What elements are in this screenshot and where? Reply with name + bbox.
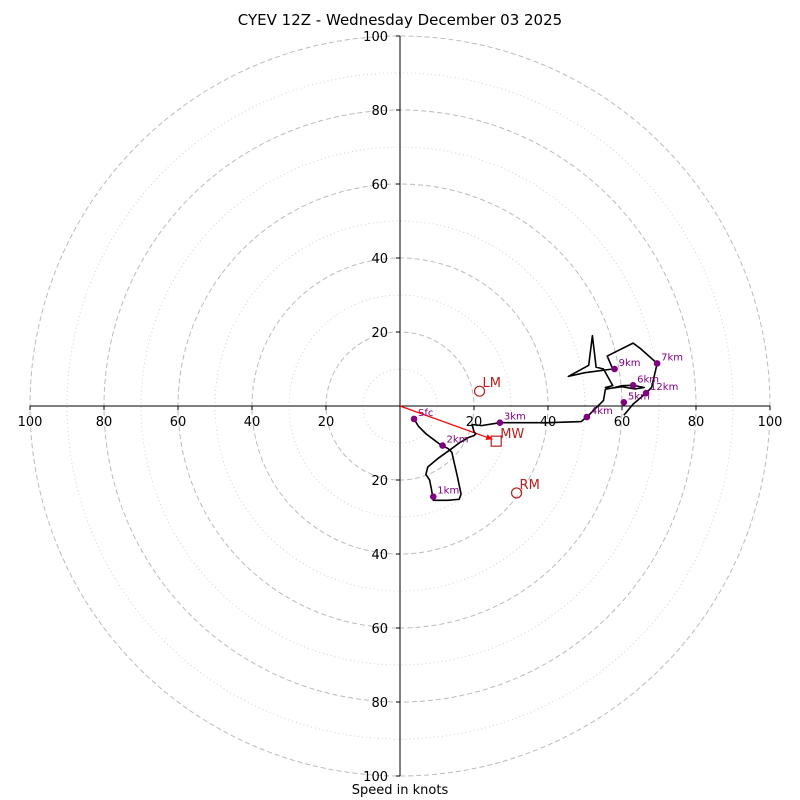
height-label-3km: 3km	[504, 412, 526, 423]
x-tick-label: 80	[688, 415, 705, 430]
y-tick-label: 80	[371, 696, 388, 711]
y-tick-label: 40	[371, 252, 388, 267]
chart-title: CYEV 12Z - Wednesday December 03 2025	[237, 11, 563, 29]
height-label-9km: 9km	[619, 358, 641, 369]
x-tick-label: 20	[466, 415, 483, 430]
y-tick-label: 20	[371, 474, 388, 489]
y-tick-label: 60	[371, 178, 388, 193]
x-tick-label: 100	[758, 415, 783, 430]
height-label-12km: 12km	[650, 382, 678, 393]
y-tick-label: 100	[363, 770, 388, 785]
x-tick-label: 60	[170, 415, 187, 430]
height-label-4km: 4km	[591, 406, 613, 417]
height-marker-3km	[496, 419, 504, 426]
height-marker-9km	[611, 365, 618, 373]
y-tick-label: 80	[371, 104, 388, 119]
height-marker-12km	[642, 389, 650, 397]
mw-label: MW	[500, 427, 524, 442]
hodograph-line	[413, 334, 658, 502]
height-marker-5km	[620, 399, 628, 406]
height-label-7km: 7km	[661, 352, 683, 363]
height-marker-1km	[430, 493, 437, 500]
y-tick-label: 20	[371, 326, 388, 341]
rm-label: RM	[520, 478, 540, 493]
height-marker-7km	[653, 360, 661, 367]
storm-motion-line	[399, 405, 493, 440]
rm-marker	[510, 487, 523, 499]
y-tick-label: 40	[371, 548, 388, 563]
height-label-2km: 2km	[447, 435, 469, 446]
x-tick-label: 40	[244, 415, 261, 430]
x-tick-label: 100	[18, 415, 43, 430]
height-marker-6km	[629, 381, 637, 389]
x-tick-label: 60	[614, 415, 631, 430]
lm-marker	[473, 385, 486, 397]
y-tick-label: 100	[363, 30, 388, 45]
x-axis-label: Speed in knots	[351, 783, 449, 798]
height-label-1km: 1km	[437, 486, 459, 497]
height-marker-sfc	[410, 415, 418, 423]
x-tick-label: 80	[96, 415, 113, 430]
mw-marker	[490, 435, 502, 447]
x-tick-label: 20	[318, 415, 335, 430]
hodograph-trace	[413, 334, 658, 502]
storm-motion-markers: LM RM MW	[473, 376, 540, 499]
height-label-6km: 6km	[637, 374, 659, 385]
tick-labels: 100 80 60 40 20 20 40 60 80 100100806040202040608…	[18, 30, 783, 785]
height-marker-2km	[439, 442, 446, 449]
height-label-sfc: Sfc	[418, 408, 433, 419]
lm-label: LM	[483, 376, 501, 391]
height-marker-4km	[583, 413, 591, 421]
y-tick-label: 60	[371, 622, 388, 637]
height-label-5km: 5km	[628, 391, 650, 402]
